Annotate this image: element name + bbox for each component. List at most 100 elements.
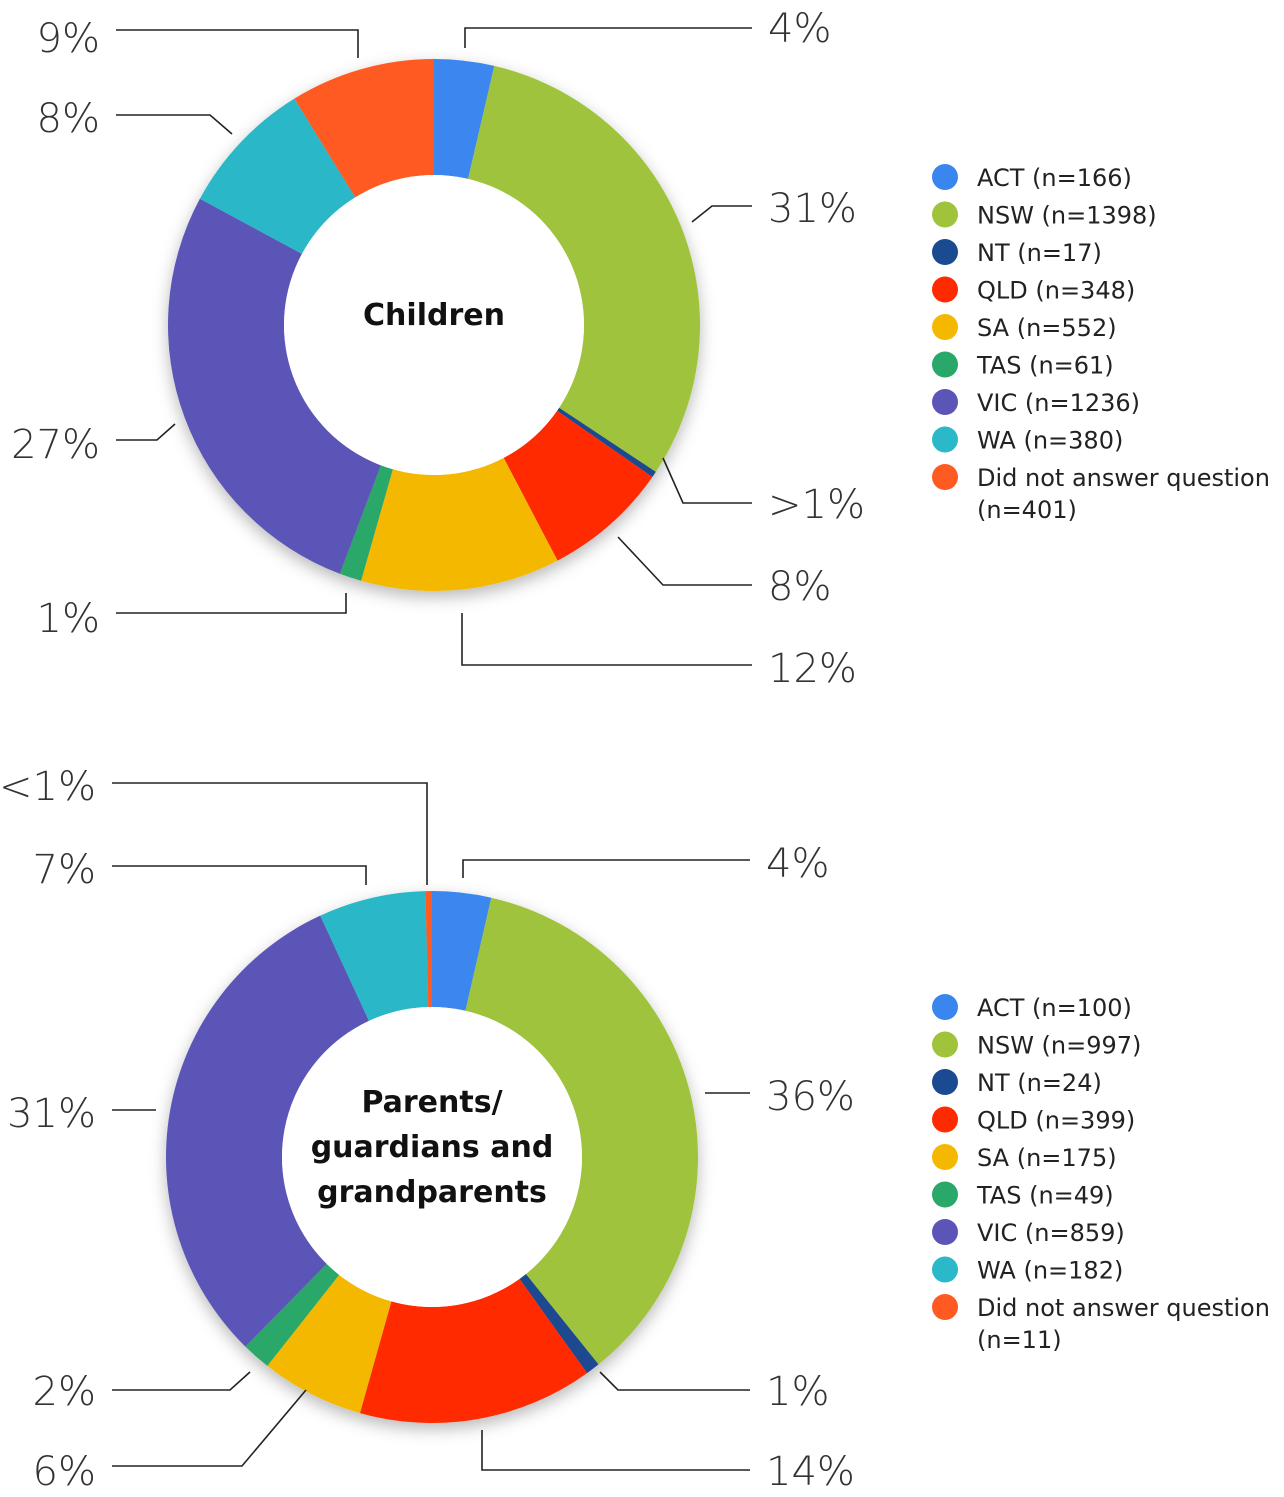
legend-label-qld: QLD (n=399) xyxy=(977,1107,1135,1135)
children-donut-chart: Children 4% 31% >1% 8% 12% 1% 27% 8% 9% ACT (n=166… xyxy=(11,6,1270,692)
slice-tas xyxy=(245,1263,340,1366)
leader-line-tas xyxy=(116,593,347,614)
donut-hole xyxy=(284,175,584,475)
legend-swatch-qld xyxy=(932,276,958,303)
donut-ring xyxy=(165,891,699,1424)
legend-label-wa: WA (n=380) xyxy=(977,427,1123,455)
legend-swatch-did-not-answer-question xyxy=(932,1294,958,1320)
legend-label-vic: VIC (n=859) xyxy=(977,1219,1125,1247)
legend-label-tas: TAS (n=49) xyxy=(976,1182,1114,1210)
leader-line-did-not-answer-question xyxy=(116,29,359,58)
slice-sa xyxy=(361,457,558,591)
legend-label-sa: SA (n=175) xyxy=(977,1144,1117,1172)
legend-label-nt: NT (n=24) xyxy=(977,1069,1102,1097)
percent-label-did-not-answer-question: <1% xyxy=(0,764,96,810)
legend-swatch-wa xyxy=(932,426,958,453)
percent-label-sa: 12% xyxy=(768,646,857,692)
slice-qld xyxy=(503,410,653,561)
parents-donut-chart: Parents/guardians and grandparents 4% 36% 1%… xyxy=(0,764,1270,1495)
slice-did-not-answer-question xyxy=(294,59,434,198)
leader-line-act xyxy=(464,27,752,48)
leader-line-act xyxy=(462,859,750,878)
legend-swatch-qld xyxy=(932,1106,958,1133)
percent-label-act: 4% xyxy=(766,841,829,887)
legend-label-nsw: NSW (n=1398) xyxy=(977,202,1157,230)
leader-line-wa xyxy=(112,865,367,885)
percent-label-sa: 6% xyxy=(33,1449,96,1495)
slice-vic xyxy=(167,198,381,574)
legend-swatch-sa xyxy=(932,1144,958,1170)
slice-wa xyxy=(320,891,429,1021)
percent-label-tas: 2% xyxy=(33,1369,96,1415)
center-label-line: Children xyxy=(363,298,505,333)
percent-label-did-not-answer-question: 9% xyxy=(37,16,100,62)
slice-did-not-answer-question xyxy=(425,891,432,1008)
legend-label-nt: NT (n=17) xyxy=(977,239,1102,267)
slice-nsw xyxy=(468,65,700,472)
leader-line-qld xyxy=(617,536,752,586)
percent-label-act: 4% xyxy=(768,6,831,52)
leader-line-nt xyxy=(662,457,752,504)
percent-label-nt: >1% xyxy=(768,482,865,528)
leader-line-tas xyxy=(112,1371,251,1391)
percent-label-qld: 14% xyxy=(766,1449,855,1495)
leader-line-qld xyxy=(481,1430,750,1471)
percent-label-tas: 1% xyxy=(37,596,100,642)
leader-line-nsw xyxy=(691,205,752,223)
legend-swatch-tas xyxy=(932,1181,958,1208)
percent-label-vic: 27% xyxy=(11,422,100,468)
center-label-line: Parents/ xyxy=(361,1085,502,1120)
leader-line-wa xyxy=(116,114,233,135)
percent-label-wa: 8% xyxy=(37,96,100,142)
slice-wa xyxy=(199,98,356,254)
legend-label-act: ACT (n=166) xyxy=(977,164,1132,192)
donut-ring xyxy=(167,59,700,591)
legend-swatch-nt xyxy=(932,239,958,265)
legend-swatch-nsw xyxy=(932,1031,958,1058)
legend: ACT (n=100) NSW (n=997) NT (n=24) QLD (n=39… xyxy=(932,994,1270,1354)
leader-line-sa xyxy=(112,1389,307,1467)
legend-swatch-sa xyxy=(932,314,958,340)
slice-tas xyxy=(339,465,393,581)
legend-swatch-nsw xyxy=(932,201,958,228)
slice-sa xyxy=(267,1274,392,1414)
legend: ACT (n=166) NSW (n=1398) NT (n=17) QLD (n=3… xyxy=(932,164,1270,524)
center-label-line: guardians and xyxy=(311,1130,554,1165)
legend-label-did-not-answer-question: Did not answer question xyxy=(977,464,1270,492)
leader-line-vic xyxy=(116,423,176,441)
center-label-line: grandparents xyxy=(317,1175,547,1210)
leader-line-sa xyxy=(461,613,752,666)
legend-swatch-vic xyxy=(932,389,958,415)
legend-label-count: (n=401) xyxy=(977,496,1077,524)
percent-label-qld: 8% xyxy=(768,564,831,610)
legend-swatch-vic xyxy=(932,1219,958,1245)
percent-label-nsw: 31% xyxy=(768,186,857,232)
slice-qld xyxy=(359,1278,588,1424)
legend-label-did-not-answer-question: Did not answer question xyxy=(977,1294,1270,1322)
legend-label-qld: QLD (n=348) xyxy=(977,277,1135,305)
slice-act xyxy=(432,891,492,1011)
slice-vic xyxy=(165,915,369,1347)
percent-label-nsw: 36% xyxy=(766,1074,855,1120)
slice-nt xyxy=(519,1273,599,1374)
legend-swatch-nt xyxy=(932,1069,958,1095)
legend-label-vic: VIC (n=1236) xyxy=(977,389,1140,417)
leader-line-did-not-answer-question xyxy=(112,782,428,885)
percent-label-vic: 31% xyxy=(7,1091,96,1137)
legend-swatch-act xyxy=(932,994,958,1020)
leader-line-nt xyxy=(599,1371,750,1391)
legend-swatch-tas xyxy=(932,351,958,378)
legend-label-tas: TAS (n=61) xyxy=(976,352,1114,380)
legend-label-wa: WA (n=182) xyxy=(977,1257,1123,1285)
percent-label-wa: 7% xyxy=(33,847,96,893)
legend-label-nsw: NSW (n=997) xyxy=(977,1032,1141,1060)
percent-label-nt: 1% xyxy=(766,1369,829,1415)
legend-swatch-wa xyxy=(932,1256,958,1283)
legend-swatch-did-not-answer-question xyxy=(932,464,958,490)
donut-hole xyxy=(282,1007,582,1307)
slice-nt xyxy=(557,407,656,477)
slice-act xyxy=(434,59,495,179)
legend-label-count: (n=11) xyxy=(977,1326,1062,1354)
